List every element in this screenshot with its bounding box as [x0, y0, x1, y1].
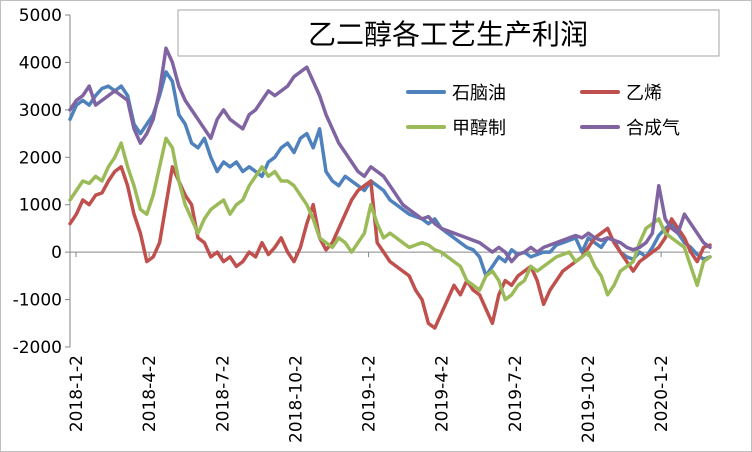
y-tick-label: -1000 — [13, 291, 62, 311]
x-tick-label: 2019-1-2 — [360, 355, 380, 432]
chart-title: 乙二醇各工艺生产利润 — [308, 18, 588, 51]
series-layer — [68, 46, 712, 330]
x-tick-label: 2019-4-2 — [433, 355, 453, 432]
x-tick-label: 2019-10-2 — [579, 355, 599, 443]
x-tick-label: 2018-1-2 — [67, 355, 87, 432]
title-box — [177, 9, 720, 57]
y-tick-label: 1000 — [19, 196, 62, 216]
legend-label: 合成气 — [626, 118, 680, 139]
y-axis: 5000 4000 3000 2000 1000 0 -1000 -2000 — [13, 6, 71, 358]
y-tick-label: 2000 — [19, 148, 62, 168]
series-line-3 — [68, 136, 712, 302]
x-tick-label: 2020-1-2 — [652, 355, 672, 432]
x-tick-label: 2018-4-2 — [140, 355, 160, 432]
series-line-4 — [68, 46, 712, 264]
x-tick-label: 2018-7-2 — [213, 355, 233, 432]
y-tick-label: 0 — [51, 243, 62, 263]
y-tick-label: 3000 — [19, 101, 62, 121]
y-tick-label: -2000 — [13, 338, 62, 358]
legend-label: 石脑油 — [452, 83, 506, 104]
x-tick-label: 2018-10-2 — [286, 355, 306, 443]
x-axis: 2018-1-2 2018-4-2 2018-7-2 2018-10-2 2019-1-… — [67, 251, 710, 443]
legend-label: 乙烯 — [626, 83, 662, 104]
series-line-1 — [68, 70, 712, 278]
y-tick-label: 4000 — [19, 53, 62, 73]
legend-label: 甲醇制 — [452, 118, 506, 139]
x-tick-label: 2019-7-2 — [506, 355, 526, 432]
y-tick-label: 5000 — [19, 6, 62, 26]
